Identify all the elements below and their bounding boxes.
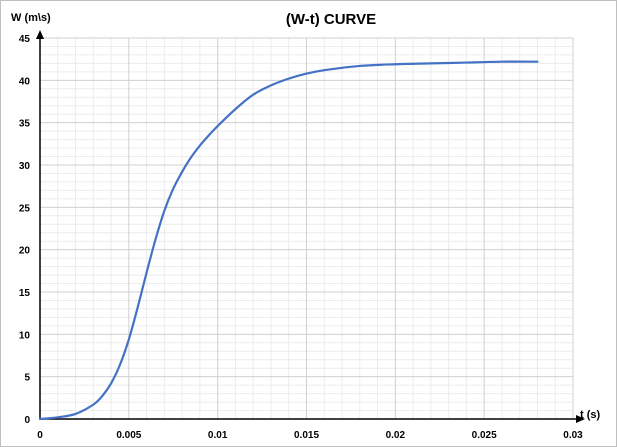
x-axis-label: t (s) <box>580 409 601 421</box>
y-tick-label: 40 <box>19 76 31 87</box>
y-tick-label: 45 <box>19 34 31 45</box>
axes <box>36 30 585 423</box>
x-tick-label: 0.02 <box>386 430 406 441</box>
y-axis-arrow <box>36 30 44 39</box>
y-axis-label: W (m\s) <box>11 12 51 24</box>
y-tick-label: 35 <box>19 119 31 130</box>
x-tick-label: 0.005 <box>116 430 141 441</box>
series-line <box>38 60 539 421</box>
major-grid <box>40 37 574 419</box>
x-tick-label: 0.015 <box>294 430 319 441</box>
x-tick-label: 0.01 <box>208 430 228 441</box>
x-axis-arrow <box>576 415 585 423</box>
y-tick-label: 5 <box>24 373 30 384</box>
x-tick-labels: 0 0.005 0.01 0.015 0.02 0.025 0.03 <box>37 430 583 441</box>
y-tick-labels: 0 5 10 15 20 25 30 35 40 45 <box>19 34 31 426</box>
y-tick-label: 20 <box>19 246 31 257</box>
y-tick-label: 30 <box>19 161 31 172</box>
y-tick-label: 0 <box>24 415 30 426</box>
x-tick-label: 0.03 <box>563 430 583 441</box>
y-tick-label: 15 <box>19 288 31 299</box>
x-tick-label: 0 <box>37 430 43 441</box>
chart-title: (W-t) CURVE <box>286 11 376 28</box>
x-tick-label: 0.025 <box>472 430 497 441</box>
y-tick-label: 25 <box>19 203 31 214</box>
y-tick-label: 10 <box>19 330 31 341</box>
